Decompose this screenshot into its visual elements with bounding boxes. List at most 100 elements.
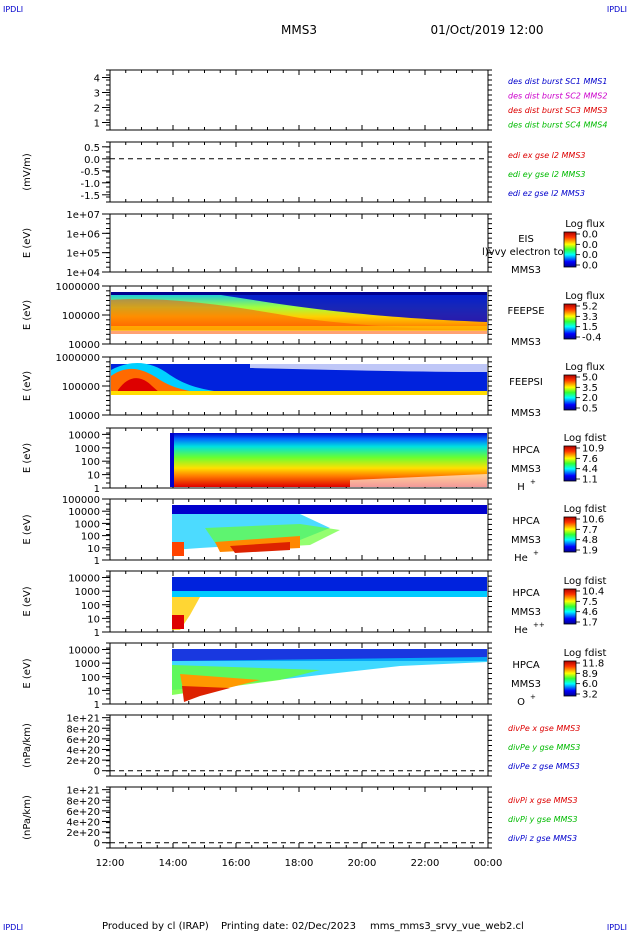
colorbar-tick-label: 7.5 [582, 597, 598, 608]
colorbar-scale [563, 588, 577, 625]
legend-entry: divPi y gse MMS3 [508, 815, 578, 824]
spacecraft-label: MMS3 [511, 464, 541, 475]
plot-title: MMS3 [281, 23, 317, 37]
y-tick-label: 10 [87, 686, 100, 697]
x-tick-label: 14:00 [159, 858, 188, 869]
colorbar-tick-label: 3.5 [582, 383, 598, 394]
corner-label-tr: IPDLI [607, 5, 627, 14]
colorbar-title: Log flux [565, 291, 605, 302]
y-axis-title: (mV/m) [22, 153, 33, 191]
feepse-spectrogram [111, 292, 487, 334]
spacecraft-label: MMS3 [511, 607, 541, 618]
panel-eis: 1e+07 1e+06 1e+05 1e+04 E (eV) EIS MMS3 l)vvy e… [22, 210, 564, 279]
feepsi-spectrogram [111, 363, 487, 395]
y-tick-label: -1.5 [80, 191, 100, 202]
legend-entry: divPi z gse MMS3 [508, 834, 577, 843]
y-tick-label: 1 [94, 484, 100, 495]
y-tick-label: 2e+20 [66, 828, 100, 839]
legend-entry: des dist burst SC1 MMS1 [508, 77, 607, 86]
colorbar-tick-label: 3.2 [582, 690, 598, 701]
spacecraft-label: MMS3 [511, 679, 541, 690]
instrument-label: HPCA [512, 516, 540, 527]
y-tick-label: 1000 [75, 519, 100, 530]
legend-entry: divPe y gse MMS3 [508, 743, 580, 752]
colorbar-scale [563, 303, 577, 340]
panel-frame [109, 69, 489, 131]
panel-hpca_o: 10000 1000 100 10 1 E (eV) HPCA MMS3 O + [22, 642, 541, 711]
spectrogram-imagery [111, 292, 487, 702]
colorbar-title: Log flux [565, 362, 605, 373]
y-tick-label: 10 [87, 471, 100, 482]
y-axis-title: E (eV) [22, 228, 33, 258]
y-tick-label: 0 [94, 839, 100, 850]
x-tick-label: 12:00 [96, 858, 125, 869]
y-tick-label: 100000 [62, 382, 100, 393]
colorbar-tick-label: 2.0 [582, 393, 598, 404]
y-tick-label: 1 [94, 119, 100, 130]
y-axis-title: E (eV) [22, 300, 33, 330]
hpca-h-spectrogram [170, 433, 487, 487]
legend-entry: divPe x gse MMS3 [508, 724, 580, 733]
colorbar-tick-label: 0.0 [582, 240, 598, 251]
legend-entry: des dist burst SC4 MMS4 [508, 121, 607, 130]
legend-entry: divPe z gse MMS3 [508, 762, 580, 771]
x-axis: 12:00 14:00 16:00 18:00 20:00 22:00 00:00 [96, 858, 503, 869]
colorbar-tick-label: 0.0 [582, 261, 598, 272]
y-tick-label: 10000 [68, 411, 100, 422]
y-tick-label: 1000 [75, 659, 100, 670]
y-tick-label: 10 [87, 614, 100, 625]
colorbar-scale [563, 445, 577, 482]
y-axis-title: E (eV) [22, 586, 33, 616]
y-tick-label: 1e+21 [66, 786, 100, 797]
y-tick-label: 4e+20 [66, 745, 100, 756]
y-axis-title: E (eV) [22, 371, 33, 401]
colorbar-tick-label: 10.6 [582, 515, 604, 526]
y-tick-label: -1.0 [80, 179, 100, 190]
hpca-he-spectrogram [172, 505, 487, 556]
instrument-label: HPCA [512, 445, 540, 456]
spacecraft-label: MMS3 [511, 408, 541, 419]
colorbar-tick-label: 5.2 [582, 302, 598, 313]
species-label: He [514, 553, 528, 564]
footer-printed: Printing date: 02/Dec/2023 [221, 921, 356, 932]
x-tick-label: 16:00 [222, 858, 251, 869]
y-axis-title: (nPa/km) [22, 723, 33, 768]
panel-frame [109, 213, 489, 273]
colorbar-tick-label: 3.3 [582, 312, 598, 323]
y-axis-title: (nPa/km) [22, 795, 33, 840]
corner-label-br: IPDLI [607, 923, 627, 932]
y-tick-label: 2 [94, 104, 100, 115]
y-axis-title: E (eV) [22, 443, 33, 473]
colorbar-title: Log fdist [564, 433, 607, 444]
x-tick-label: 20:00 [348, 858, 377, 869]
y-tick-label: 6e+20 [66, 807, 100, 818]
y-tick-label: 3 [94, 89, 100, 100]
spacecraft-label: MMS3 [511, 337, 541, 348]
legend-entry: divPi x gse MMS3 [508, 796, 578, 805]
colorbar-tick-label: 5.0 [582, 373, 598, 384]
panel-feepse: 1000000 100000 10000 E (eV) FEEPSE MMS3 [22, 282, 545, 351]
colorbar-tick-label: 1.7 [582, 618, 598, 629]
y-tick-label: 1000000 [55, 353, 100, 364]
legend-entry: edi ez gse l2 MMS3 [508, 189, 585, 198]
y-tick-label: 10000 [68, 646, 100, 657]
species-charge: + [530, 693, 536, 701]
y-tick-label: 4 [94, 74, 100, 85]
y-tick-label: 1e+07 [66, 210, 100, 221]
species-label: H [517, 482, 525, 493]
y-tick-label: 1e+04 [66, 268, 100, 279]
y-tick-label: 1e+21 [66, 714, 100, 725]
y-tick-label: 100 [81, 673, 100, 684]
species-label: He [514, 625, 528, 636]
instrument-label: HPCA [512, 588, 540, 599]
y-tick-label: 2e+20 [66, 756, 100, 767]
colorbar-title: Log fdist [564, 576, 607, 587]
x-tick-label: 00:00 [474, 858, 503, 869]
y-tick-label: 1e+06 [66, 229, 100, 240]
